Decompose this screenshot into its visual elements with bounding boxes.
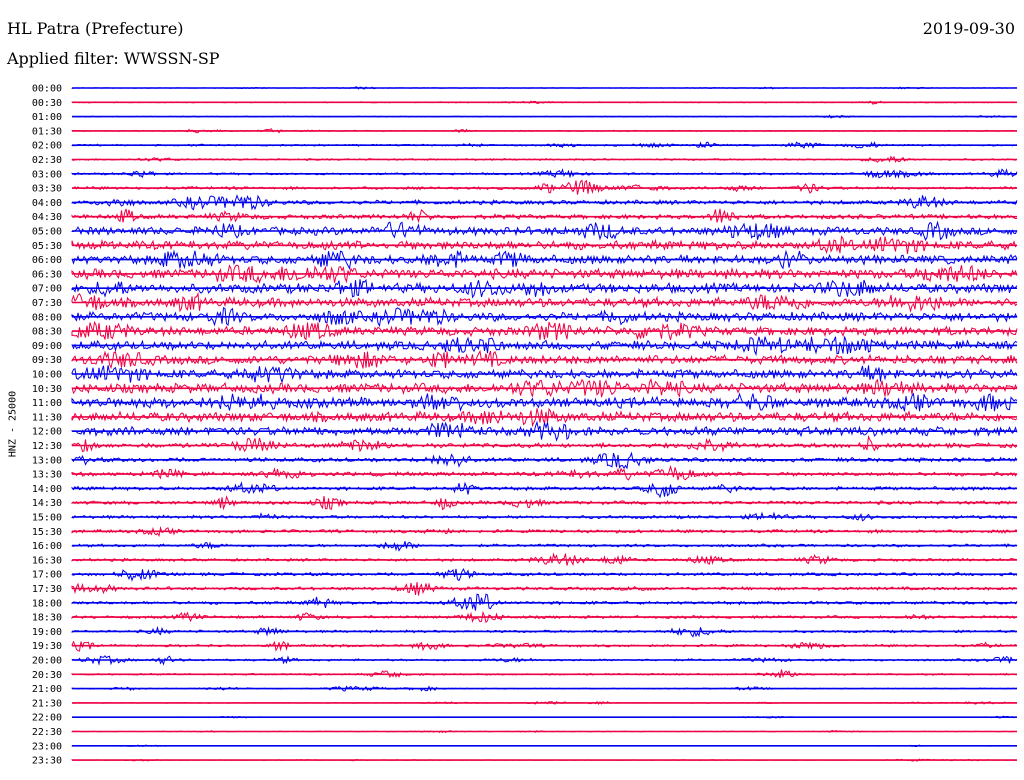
station-title: HL Patra (Prefecture) [7, 19, 184, 38]
row-time-label: 16:00 [32, 541, 62, 552]
row-time-label: 12:00 [32, 427, 62, 438]
row-time-label: 08:30 [32, 327, 62, 338]
row-time-label: 23:00 [32, 741, 62, 752]
row-time-label: 05:30 [32, 241, 62, 252]
row-time-label: 22:00 [32, 713, 62, 724]
row-time-label: 20:30 [32, 670, 62, 681]
row-time-label: 15:00 [32, 513, 62, 524]
row-time-label: 17:30 [32, 584, 62, 595]
trace-row-0900 [71, 336, 1018, 357]
filter-label: Applied filter: WWSSN-SP [7, 49, 220, 68]
row-time-label: 04:30 [32, 212, 62, 223]
trace-row-1200 [71, 420, 1018, 442]
record-date: 2019-09-30 [922, 19, 1015, 38]
trace-row-1300 [71, 451, 1018, 470]
row-time-label: 23:30 [32, 756, 62, 767]
trace-row-1100 [71, 392, 1018, 412]
row-time-label: 10:30 [32, 384, 62, 395]
row-time-label: 09:30 [32, 355, 62, 366]
trace-row-1230 [71, 434, 1018, 453]
row-time-label: 05:00 [32, 227, 62, 238]
row-time-label: 01:30 [32, 126, 62, 137]
row-time-label: 06:00 [32, 255, 62, 266]
row-time-label: 03:30 [32, 184, 62, 195]
trace-row-0500 [71, 220, 1018, 242]
row-time-label: 21:00 [32, 684, 62, 695]
trace-row-0600 [71, 249, 1018, 270]
row-time-label: 08:00 [32, 312, 62, 323]
row-time-label: 21:30 [32, 698, 62, 709]
row-time-label: 18:00 [32, 598, 62, 609]
row-time-label: 19:00 [32, 627, 62, 638]
row-time-label: 14:00 [32, 484, 62, 495]
row-time-label: 18:30 [32, 613, 62, 624]
row-time-label: 13:30 [32, 470, 62, 481]
trace-row-0800 [71, 307, 1018, 328]
row-time-label: 14:30 [32, 498, 62, 509]
row-time-label: 03:00 [32, 169, 62, 180]
row-time-label: 02:00 [32, 141, 62, 152]
row-time-label: 12:30 [32, 441, 62, 452]
row-time-label: 02:30 [32, 155, 62, 166]
row-time-label: 17:00 [32, 570, 62, 581]
trace-row-1400 [71, 481, 1018, 499]
row-time-label: 06:30 [32, 269, 62, 280]
row-time-label: 07:30 [32, 298, 62, 309]
row-time-label: 00:00 [32, 84, 62, 95]
row-time-label: 11:00 [32, 398, 62, 409]
trace-row-0430 [71, 208, 1018, 224]
row-time-label: 07:00 [32, 284, 62, 295]
row-time-label: 13:00 [32, 455, 62, 466]
row-time-label: 01:00 [32, 112, 62, 123]
row-time-label: 22:30 [32, 727, 62, 738]
row-time-label: 15:30 [32, 527, 62, 538]
trace-row-0700 [71, 278, 1018, 299]
row-time-label: 09:00 [32, 341, 62, 352]
row-time-label: 04:00 [32, 198, 62, 209]
row-time-label: 20:00 [32, 656, 62, 667]
row-time-label: 10:00 [32, 370, 62, 381]
row-time-label: 11:30 [32, 412, 62, 423]
row-time-label: 00:30 [32, 98, 62, 109]
row-time-label: 19:30 [32, 641, 62, 652]
row-time-label: 16:30 [32, 555, 62, 566]
